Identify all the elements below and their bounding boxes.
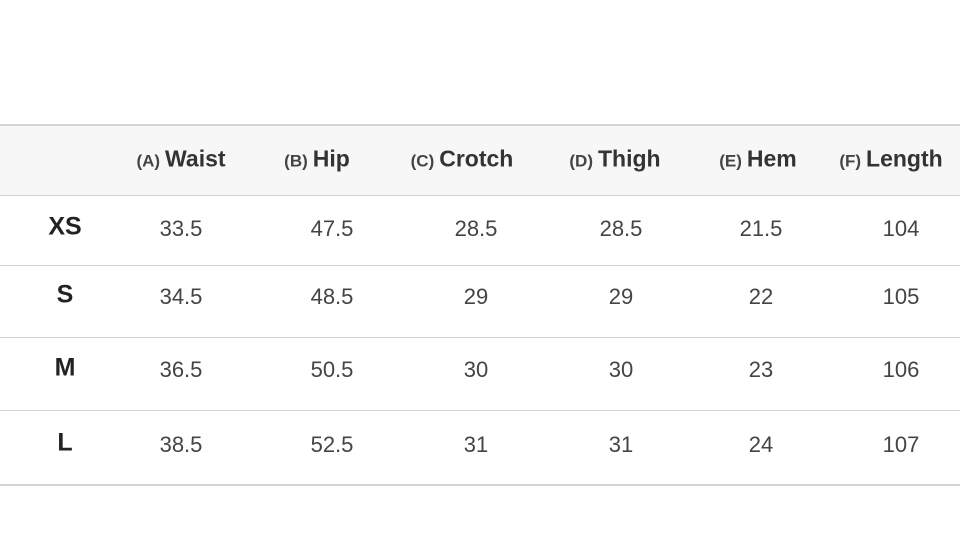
measurement: 31 bbox=[463, 432, 489, 457]
header-cell: (C) Crotch bbox=[411, 146, 514, 173]
measurement: 30 bbox=[463, 357, 489, 382]
header-cell: (F) Length bbox=[839, 146, 942, 173]
header-name: Thigh bbox=[598, 145, 661, 172]
header-cell: (E) Hem bbox=[719, 146, 797, 173]
measurement: 28.5 bbox=[599, 216, 643, 241]
table-bottom-border bbox=[0, 484, 960, 486]
row-divider bbox=[0, 337, 960, 338]
size-label: M bbox=[54, 353, 76, 382]
header-letter: (E) bbox=[719, 151, 742, 171]
measurement: 36.5 bbox=[159, 357, 203, 382]
header-cell: (B) Hip bbox=[284, 146, 350, 173]
header-letter: (C) bbox=[410, 151, 435, 171]
measurement: 107 bbox=[882, 432, 920, 457]
measurement: 31 bbox=[608, 432, 634, 457]
header-letter: (F) bbox=[839, 151, 862, 171]
header-background bbox=[0, 125, 960, 196]
measurement: 29 bbox=[608, 284, 634, 309]
measurement: 106 bbox=[882, 357, 920, 382]
measurement: 21.5 bbox=[739, 216, 783, 241]
header-cell: (A) Waist bbox=[136, 146, 225, 173]
header-name: Hem bbox=[746, 145, 797, 172]
row-divider bbox=[0, 195, 960, 196]
size-label: XS bbox=[48, 212, 82, 241]
measurement: 105 bbox=[882, 284, 920, 309]
measurement: 23 bbox=[748, 357, 774, 382]
measurement: 24 bbox=[748, 432, 774, 457]
header-name: Hip bbox=[312, 145, 350, 172]
measurement: 29 bbox=[463, 284, 489, 309]
measurement: 30 bbox=[608, 357, 634, 382]
measurement: 34.5 bbox=[159, 284, 203, 309]
size-label: S bbox=[56, 280, 74, 309]
measurement: 52.5 bbox=[310, 432, 354, 457]
measurement: 50.5 bbox=[310, 357, 354, 382]
table-top-border bbox=[0, 124, 960, 126]
header-name: Length bbox=[866, 145, 943, 172]
measurement: 38.5 bbox=[159, 432, 203, 457]
measurement: 33.5 bbox=[159, 216, 203, 241]
row-divider bbox=[0, 410, 960, 411]
header-name: Waist bbox=[165, 145, 226, 172]
header-letter: (B) bbox=[284, 151, 308, 171]
measurement: 28.5 bbox=[454, 216, 498, 241]
measurement: 47.5 bbox=[310, 216, 354, 241]
row-divider bbox=[0, 265, 960, 266]
header-letter: (A) bbox=[136, 151, 161, 171]
measurement: 104 bbox=[882, 216, 920, 241]
header-cell: (D) Thigh bbox=[569, 146, 660, 173]
measurement: 22 bbox=[748, 284, 774, 309]
header-letter: (D) bbox=[569, 151, 594, 171]
size-label: L bbox=[57, 428, 73, 457]
header-name: Crotch bbox=[439, 145, 514, 172]
measurement: 48.5 bbox=[310, 284, 354, 309]
